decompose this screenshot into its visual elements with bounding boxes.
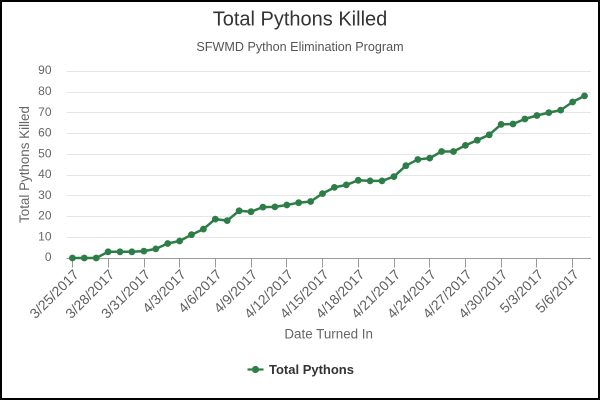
svg-text:SFWMD Python Elimination Progr: SFWMD Python Elimination Program (196, 40, 403, 54)
svg-text:Total Pythons Killed: Total Pythons Killed (213, 9, 388, 31)
svg-text:Total Pythons: Total Pythons (269, 362, 354, 377)
svg-text:60: 60 (38, 126, 52, 140)
svg-text:30: 30 (38, 188, 52, 202)
svg-text:0: 0 (45, 250, 52, 264)
svg-text:Date Turned In: Date Turned In (284, 327, 373, 342)
svg-text:90: 90 (38, 63, 52, 77)
svg-text:10: 10 (38, 229, 52, 243)
svg-text:Total Pythons Killed: Total Pythons Killed (17, 106, 32, 223)
svg-text:50: 50 (38, 146, 52, 160)
svg-text:70: 70 (38, 105, 52, 119)
svg-text:40: 40 (38, 167, 52, 181)
svg-text:80: 80 (38, 84, 52, 98)
svg-text:20: 20 (38, 209, 52, 223)
